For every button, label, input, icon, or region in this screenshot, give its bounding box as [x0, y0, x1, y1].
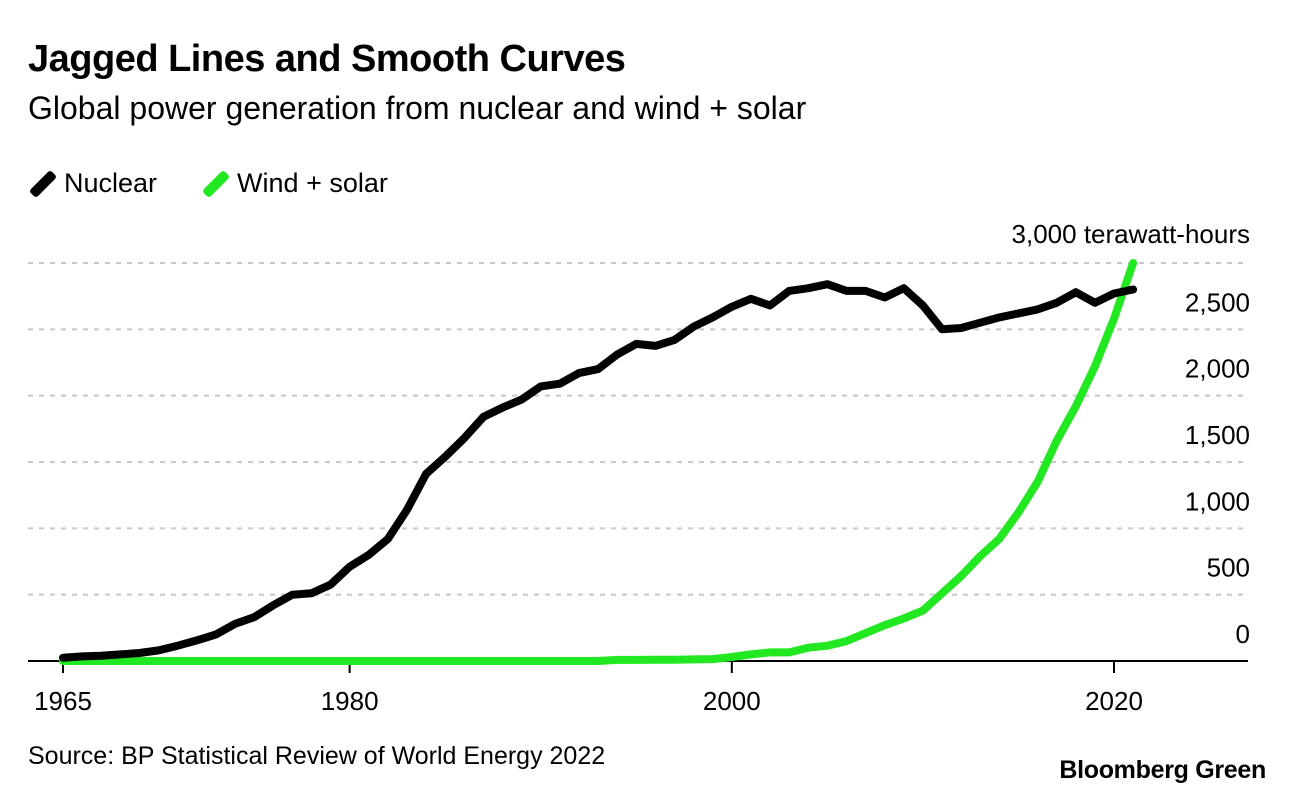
x-tick-label-2000: 2000 — [703, 686, 761, 716]
y-tick-label-1000: 1,000 — [1185, 486, 1250, 516]
y-axis-ticks: 0 500 1,000 1,500 2,000 2,500 — [1185, 287, 1250, 649]
legend-item-wind-solar: Wind + solar — [201, 168, 388, 199]
legend: Nuclear Wind + solar — [28, 168, 432, 199]
y-axis-unit-label: 3,000 terawatt-hours — [1012, 219, 1250, 249]
series-line-nuclear — [59, 280, 1138, 662]
legend-item-nuclear: Nuclear — [28, 168, 157, 199]
x-tick-label-1980: 1980 — [321, 686, 379, 716]
y-tick-label-500: 500 — [1207, 553, 1250, 583]
y-tick-label-2500: 2,500 — [1185, 287, 1250, 317]
x-tick-label-1965: 1965 — [34, 686, 92, 716]
legend-label-nuclear: Nuclear — [64, 168, 158, 198]
x-tick-label-2020: 2020 — [1085, 686, 1143, 716]
y-tick-label-0: 0 — [1236, 619, 1250, 649]
series-lines — [59, 259, 1138, 665]
y-tick-label-1500: 1,500 — [1185, 420, 1250, 450]
x-axis-ticks: 1965 1980 2000 2020 — [34, 661, 1143, 716]
chart-subtitle: Global power generation from nuclear and… — [28, 90, 807, 126]
series-line-wind-solar — [59, 259, 1138, 665]
chart-title: Jagged Lines and Smooth Curves — [28, 38, 626, 80]
y-tick-label-2000: 2,000 — [1185, 354, 1250, 384]
brand-logo-text: Bloomberg Green — [1059, 756, 1266, 784]
legend-label-wind-solar: Wind + solar — [237, 168, 388, 198]
source-note: Source: BP Statistical Review of World E… — [28, 742, 606, 770]
